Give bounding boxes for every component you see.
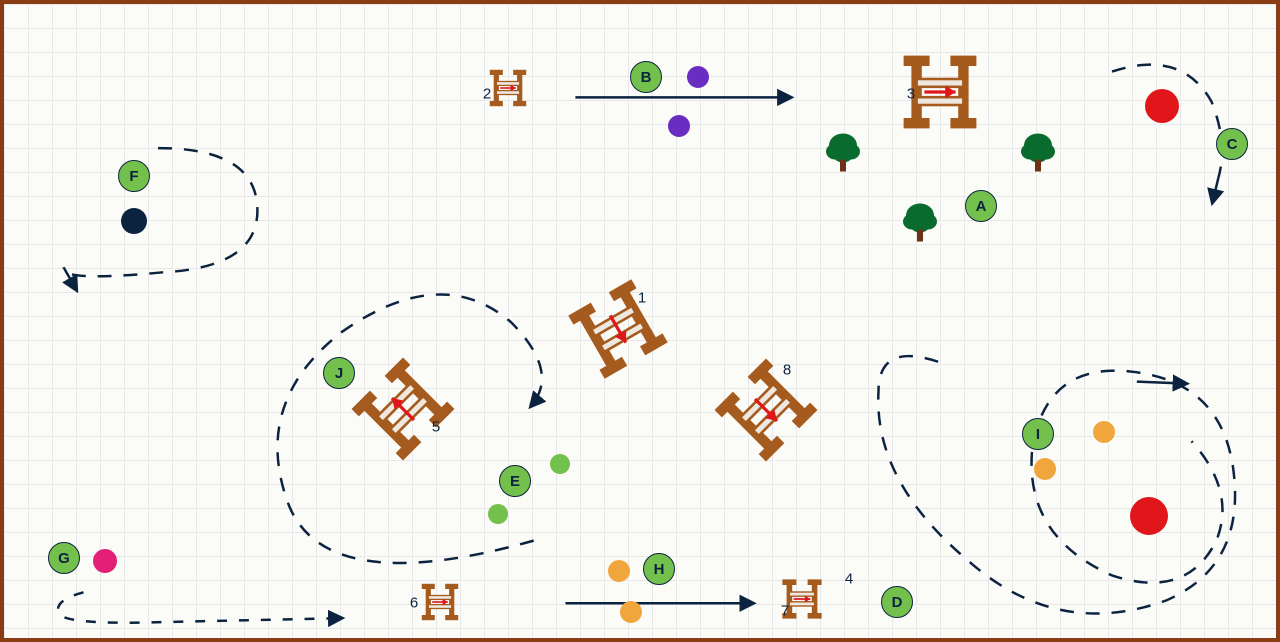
dot-purple [668, 115, 690, 137]
dot-orange [1093, 421, 1115, 443]
tree-icon [823, 130, 863, 179]
letter-marker-j: J [323, 357, 355, 389]
dot-purple [687, 66, 709, 88]
dot-red [1130, 497, 1168, 535]
letter-label: A [976, 198, 987, 215]
dot-orange [608, 560, 630, 582]
dot-orange [1034, 458, 1056, 480]
jump-number: 7 [781, 603, 789, 620]
course-path [64, 267, 77, 290]
jump-obstacle [489, 69, 528, 108]
dot-red [1145, 89, 1179, 123]
dot-navy [121, 208, 147, 234]
jump-number: 4 [845, 571, 853, 588]
jump-number: 3 [907, 86, 915, 103]
dot-lime [488, 504, 508, 524]
letter-marker-i: I [1022, 418, 1054, 450]
letter-marker-c: C [1216, 128, 1248, 160]
jump-obstacle [421, 583, 460, 622]
letter-label: F [129, 168, 138, 185]
jump-number: 5 [432, 419, 440, 436]
letter-label: G [58, 550, 70, 567]
course-path [878, 356, 1235, 613]
letter-marker-h: H [643, 553, 675, 585]
letter-label: B [641, 69, 652, 86]
letter-label: C [1227, 136, 1238, 153]
letter-marker-b: B [630, 61, 662, 93]
course-path [58, 592, 342, 622]
letter-marker-g: G [48, 542, 80, 574]
course-path [1212, 178, 1218, 203]
tree-icon [1018, 130, 1058, 179]
jump-obstacle [348, 354, 458, 464]
tree-icon [900, 200, 940, 249]
letter-marker-a: A [965, 190, 997, 222]
letter-label: I [1036, 426, 1040, 443]
jump-number: 2 [483, 86, 491, 103]
jump-number: 8 [783, 362, 791, 379]
dot-magenta [93, 549, 117, 573]
jump-number: 1 [638, 290, 646, 307]
jump-obstacle [711, 355, 821, 465]
jump-obstacle [565, 276, 672, 383]
letter-label: D [892, 594, 903, 611]
course-path [1137, 382, 1187, 384]
jump-number: 6 [410, 595, 418, 612]
course-path [63, 148, 257, 276]
letter-marker-d: D [881, 586, 913, 618]
letter-label: J [335, 365, 343, 382]
dot-lime [550, 454, 570, 474]
letter-marker-e: E [499, 465, 531, 497]
letter-marker-f: F [118, 160, 150, 192]
letter-label: E [510, 473, 520, 490]
letter-label: H [654, 561, 665, 578]
arena-canvas: A B C D E F G H I J 1 2 3 4 5 6 7 8 [0, 0, 1280, 642]
dot-orange [620, 601, 642, 623]
